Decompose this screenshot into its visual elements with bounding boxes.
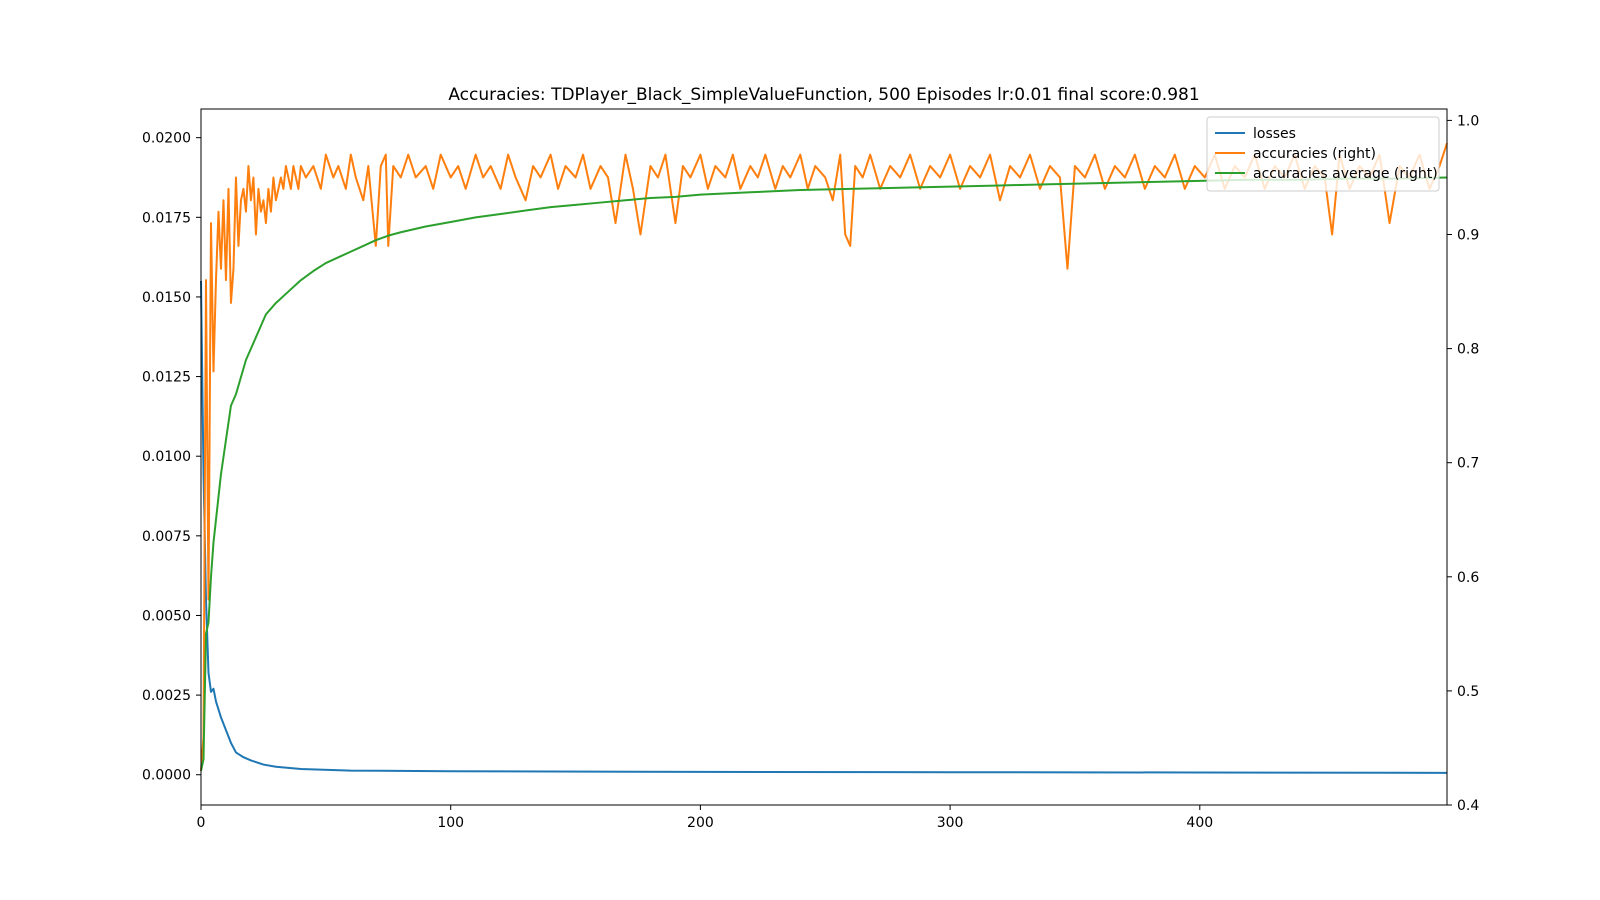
x-tick-label: 400 (1186, 815, 1213, 831)
legend-label: accuracies average (right) (1253, 166, 1438, 182)
chart-title: Accuracies: TDPlayer_Black_SimpleValueFu… (448, 85, 1199, 105)
y-left-tick-label: 0.0000 (142, 768, 191, 784)
y-right-tick-label: 0.6 (1457, 570, 1479, 586)
x-tick-label: 200 (687, 815, 714, 831)
series-line-1 (200, 142, 1448, 771)
y-left-tick-label: 0.0025 (142, 688, 191, 704)
x-tick-label: 0 (197, 815, 206, 831)
y-left-tick-label: 0.0075 (142, 529, 191, 545)
axes: 0 100 200 300 400 0.0000 0.0025 0.0050 0.0075 0.0… (142, 113, 1479, 831)
x-tick-label: 100 (437, 815, 464, 831)
y-right-tick-label: 0.8 (1457, 342, 1479, 358)
legend-label: accuracies (right) (1253, 146, 1376, 162)
y-right-tick-label: 0.5 (1457, 684, 1479, 700)
legend-label: losses (1253, 126, 1296, 142)
legend-box (1206, 116, 1440, 192)
y-left-tick-label: 0.0100 (142, 449, 191, 465)
plot-frame (200, 108, 1448, 806)
y-right-tick-label: 0.9 (1457, 228, 1479, 244)
y-left-tick-label: 0.0150 (142, 290, 191, 306)
series-line-0 (200, 280, 1448, 774)
legend: losses accuracies (right) accuracies avera… (1206, 116, 1440, 192)
y-right-tick-label: 0.7 (1457, 456, 1479, 472)
plot-area (200, 142, 1448, 774)
series-line-2 (200, 176, 1448, 771)
x-tick-label: 300 (937, 815, 964, 831)
y-left-tick-label: 0.0200 (142, 131, 191, 147)
y-left-tick-label: 0.0050 (142, 608, 191, 624)
y-right-tick-label: 1.0 (1457, 113, 1479, 129)
y-left-tick-label: 0.0175 (142, 210, 191, 226)
y-left-tick-label: 0.0125 (142, 370, 191, 386)
y-right-tick-label: 0.4 (1457, 798, 1479, 814)
